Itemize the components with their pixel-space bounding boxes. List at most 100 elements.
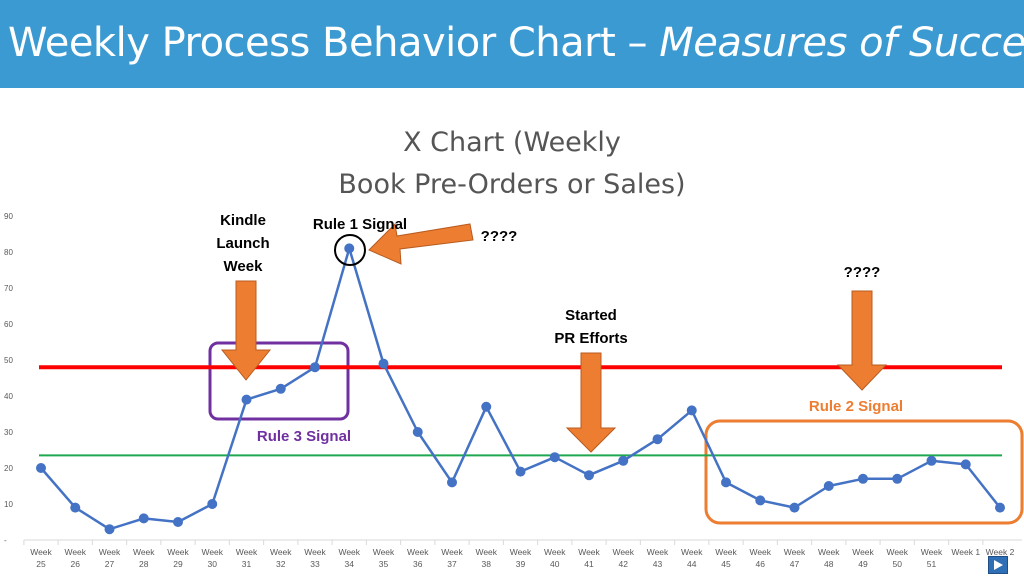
x-tick-label: Week — [784, 547, 806, 557]
annotation-arrows — [220, 222, 888, 453]
x-tick-label: Week — [818, 547, 840, 557]
x-tick-label: 44 — [687, 559, 697, 569]
x-tick-label: 47 — [790, 559, 800, 569]
pr-efforts-label-1: Started — [565, 307, 617, 324]
data-point — [960, 459, 971, 470]
x-tick-label: Week — [510, 547, 532, 557]
x-tick-label: 37 — [447, 559, 457, 569]
slide-title-main: Weekly Process Behavior Chart – — [8, 20, 660, 66]
kindle-launch-label-3: Week — [224, 258, 264, 275]
y-tick-label: 40 — [4, 392, 13, 401]
data-point — [584, 470, 594, 481]
data-point — [344, 243, 355, 254]
data-point — [138, 513, 149, 524]
x-tick-label: Week — [99, 547, 121, 557]
x-tick-label: Week — [167, 547, 189, 557]
data-point — [412, 427, 423, 437]
x-tick-label: Week — [30, 547, 52, 557]
x-tick-label: 42 — [619, 559, 629, 569]
chart-title-line-1: X Chart (Weekly — [403, 127, 621, 158]
rule1-signal-label: Rule 1 Signal — [313, 216, 407, 233]
data-point — [310, 362, 320, 373]
x-tick-label: 51 — [927, 559, 937, 569]
x-axis: Week 25 Week 26 Week 27 Week 28 Week 29 Week 30 Week… — [23, 539, 1022, 569]
x-tick-label: Week — [647, 547, 669, 557]
x-tick-label: Week — [852, 547, 874, 557]
x-tick-label: Week — [338, 547, 360, 557]
rule3-box — [208, 341, 350, 421]
data-point — [275, 383, 286, 394]
data-point — [447, 477, 457, 488]
y-tick-label: 50 — [4, 356, 13, 365]
data-point — [207, 499, 218, 509]
data-point — [755, 495, 766, 506]
chart-title: X Chart (Weekly Book Pre-Orders or Sales… — [312, 122, 712, 206]
slide-title-italic: Measures of Success — [659, 20, 1024, 66]
kindle-launch-label-1: Kindle — [220, 212, 266, 229]
y-tick-label: 80 — [4, 248, 13, 257]
data-point — [892, 473, 903, 484]
rule3-signal-label: Rule 3 Signal — [257, 428, 351, 445]
data-point — [173, 517, 183, 527]
x-tick-label: 41 — [584, 559, 594, 569]
x-tick-label: 46 — [756, 559, 766, 569]
x-tick-label: Week — [544, 547, 566, 557]
kindle-launch-arrow — [220, 280, 272, 381]
y-tick-label: 30 — [4, 428, 13, 437]
x-tick-label: 48 — [824, 559, 834, 569]
x-tick-label: Week — [236, 547, 258, 557]
y-tick-label: 10 — [4, 500, 13, 509]
data-point — [481, 401, 492, 412]
data-point — [926, 455, 937, 466]
annotation-labels: Kindle Launch Week Rule 1 Signal ???? ??… — [216, 212, 903, 445]
x-tick-label: 25 — [36, 559, 46, 569]
data-point — [823, 481, 834, 491]
question-label-2: ???? — [844, 264, 881, 281]
x-tick-label: Week — [475, 547, 497, 557]
data-point — [618, 455, 629, 466]
x-tick-label: Week — [373, 547, 395, 557]
chart-title-line-2: Book Pre-Orders or Sales) — [338, 169, 686, 200]
data-point — [241, 394, 252, 405]
x-tick-label: 36 — [413, 559, 423, 569]
x-tick-label: 49 — [858, 559, 868, 569]
data-series — [36, 243, 1005, 535]
x-tick-label: Week — [304, 547, 326, 557]
x-tick-label: Week 1 — [951, 547, 980, 557]
data-point — [36, 463, 46, 473]
x-tick-label: Week — [749, 547, 771, 557]
x-tick-label: 27 — [105, 559, 115, 569]
y-tick-label: 60 — [4, 320, 13, 329]
x-tick-label: 33 — [310, 559, 320, 569]
x-tick-label: 26 — [71, 559, 81, 569]
pr-efforts-arrow — [565, 352, 617, 453]
x-tick-label: Week — [133, 547, 155, 557]
rule2-box — [704, 419, 1024, 525]
data-point — [686, 405, 697, 416]
x-tick-label: Week — [407, 547, 429, 557]
y-tick-label: - — [4, 536, 7, 545]
x-tick-label: Week — [681, 547, 703, 557]
x-tick-label: 31 — [242, 559, 252, 569]
rule1-arrow — [368, 222, 474, 265]
x-tick-label: 40 — [550, 559, 560, 569]
x-tick-label: Week — [578, 547, 600, 557]
data-point — [70, 502, 81, 513]
kindle-launch-label-2: Launch — [216, 235, 269, 252]
title-banner: Weekly Process Behavior Chart – Measures… — [0, 0, 1024, 88]
data-point — [652, 434, 663, 445]
x-tick-label: Week — [270, 547, 292, 557]
x-tick-label: Week — [612, 547, 634, 557]
y-tick-label: 90 — [4, 212, 13, 221]
x-tick-label: Week — [921, 547, 943, 557]
y-axis: - 10 20 30 40 50 60 70 80 90 — [4, 212, 13, 545]
x-tick-label: 50 — [893, 559, 903, 569]
data-point — [789, 502, 800, 513]
x-tick-label: 45 — [721, 559, 731, 569]
x-tick-label: Week — [441, 547, 463, 557]
data-point — [515, 466, 526, 477]
x-tick-label: 32 — [276, 559, 286, 569]
data-point — [995, 502, 1005, 513]
next-slide-button[interactable] — [988, 556, 1008, 574]
